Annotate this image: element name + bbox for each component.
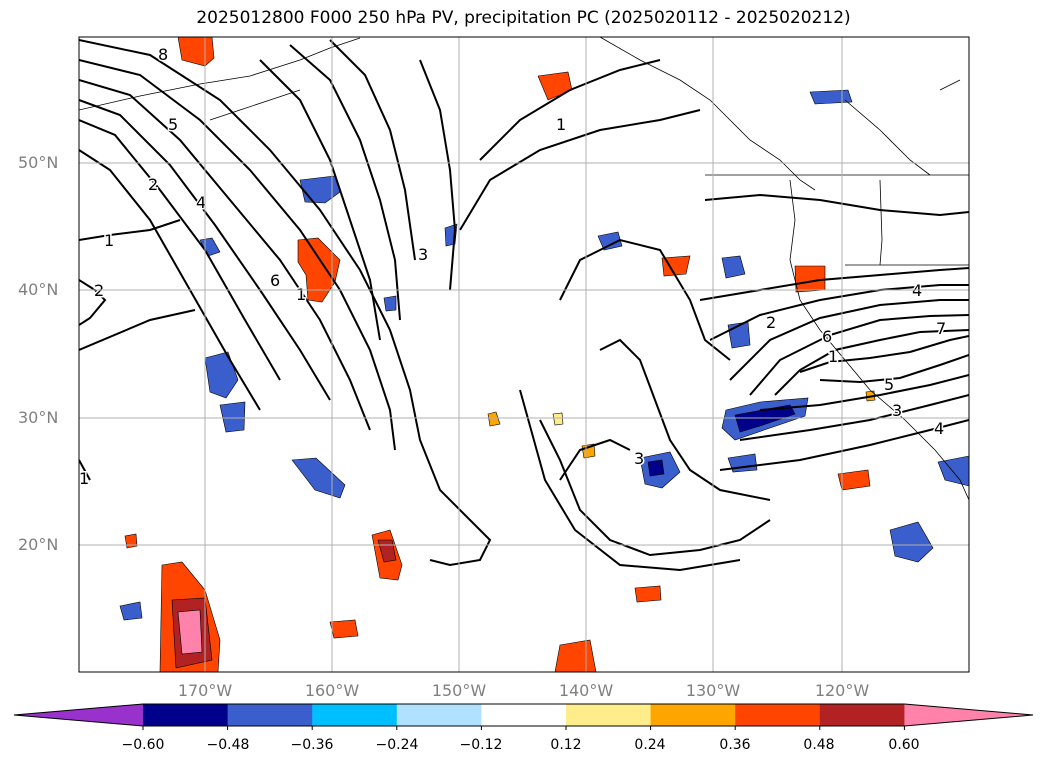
colorbar-bin: [819, 704, 905, 726]
colorbar-bin: [396, 704, 482, 726]
contour-label: 1: [296, 285, 306, 304]
colorbar-tick-label: 0.12: [550, 737, 582, 753]
contour-label: 1: [104, 231, 114, 250]
contour-label: 1: [828, 347, 838, 366]
contour-label: 2: [148, 175, 158, 194]
colorbar-tick-label: 0.36: [719, 737, 751, 753]
lat-label-30n: 30°N: [18, 408, 59, 427]
colorbar-bin: [143, 704, 229, 726]
lon-label-120w: 120°W: [814, 681, 870, 700]
colorbar-tick-label: −0.48: [206, 737, 250, 753]
colorbar-tick-label: −0.36: [290, 737, 334, 753]
lon-label-170w: 170°W: [177, 681, 233, 700]
contour-label: 1: [556, 115, 566, 134]
pv-contours: [79, 39, 969, 572]
contour-labels: 8 5 2 4 1 2 6 1 3 1 2 6 4 7 1 5 3 4 3 1: [79, 44, 948, 490]
contour-label: 4: [934, 419, 944, 438]
colorbar-tick-label: 0.24: [634, 737, 666, 753]
colorbar-tick-label: 0.60: [888, 737, 920, 753]
colorbar-tick-label: 0.48: [803, 737, 835, 753]
graticule: [79, 37, 969, 672]
contour-label: 5: [168, 115, 178, 134]
colorbar-bin: [650, 704, 736, 726]
colorbar-bin: [481, 704, 567, 726]
lat-label-40n: 40°N: [18, 280, 59, 299]
lat-label-20n: 20°N: [18, 535, 59, 554]
colorbar: [13, 703, 1034, 730]
contour-label: 6: [822, 327, 832, 346]
colorbar-extend-min: [14, 704, 143, 726]
colorbar-extend-max: [904, 704, 1033, 726]
lon-label-130w: 130°W: [685, 681, 741, 700]
contour-label: 3: [634, 449, 644, 468]
contour-label: 6: [270, 271, 280, 290]
colorbar-bin: [735, 704, 821, 726]
contour-label: 2: [766, 313, 776, 332]
lon-label-160w: 160°W: [304, 681, 360, 700]
colorbar-bin: [312, 704, 398, 726]
contour-label: 4: [196, 193, 206, 212]
contour-label: 1: [79, 469, 89, 488]
lon-label-140w: 140°W: [558, 681, 614, 700]
lat-label-50n: 50°N: [18, 153, 59, 172]
lon-label-150w: 150°W: [431, 681, 487, 700]
colorbar-tick-label: −0.12: [459, 737, 503, 753]
colorbar-bin: [566, 704, 652, 726]
colorbar-tick-label: −0.24: [375, 737, 419, 753]
contour-label: 8: [158, 45, 168, 64]
map-title: 2025012800 F000 250 hPa PV, precipitatio…: [196, 8, 851, 28]
contour-label: 7: [936, 319, 946, 338]
contour-label: 3: [418, 245, 428, 264]
colorbar-tick-label: −0.60: [121, 737, 165, 753]
map-frame: [78, 36, 970, 673]
contour-label: 5: [884, 375, 894, 394]
colorbar-bin: [227, 704, 313, 726]
contour-label: 3: [892, 401, 902, 420]
